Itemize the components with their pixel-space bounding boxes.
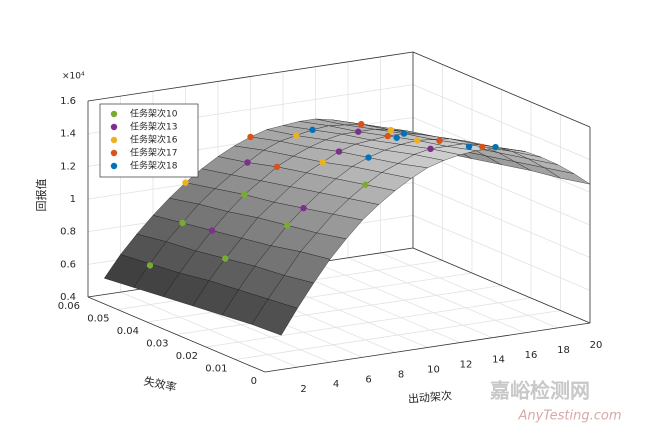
scatter-point xyxy=(222,255,229,262)
scatter-point xyxy=(362,181,369,188)
scatter-point xyxy=(273,163,281,171)
scatter-point xyxy=(319,158,326,166)
z-tick-label: 0.8 xyxy=(60,227,76,238)
x-tick-label: 6 xyxy=(365,374,371,385)
z-tick-label: 0.6 xyxy=(60,259,76,270)
scatter-point xyxy=(293,132,300,139)
scatter-point xyxy=(400,130,408,137)
axis-line xyxy=(412,247,591,324)
scatter-point xyxy=(479,143,486,151)
x-tick-label: 8 xyxy=(398,369,404,380)
z-tick-label: 1.6 xyxy=(60,96,76,107)
legend-marker xyxy=(110,149,118,157)
surface xyxy=(103,118,591,336)
z-tick-label: 0.4 xyxy=(60,292,76,303)
axis-line xyxy=(87,51,414,102)
legend-label: 任务架次13 xyxy=(130,121,177,133)
x-tick-label: 4 xyxy=(333,379,339,390)
y-tick-label: 0.01 xyxy=(205,364,227,375)
z-axis-label: 回报值 xyxy=(34,179,48,212)
y-tick-label: 0 xyxy=(251,376,257,387)
scatter-point xyxy=(492,143,499,151)
legend-marker xyxy=(110,110,118,118)
scatter-point xyxy=(208,227,216,234)
y-tick-label: 0.06 xyxy=(58,301,80,312)
x-tick-label: 20 xyxy=(590,340,603,351)
grid-line xyxy=(205,297,532,348)
legend-label: 任务架次10 xyxy=(130,108,178,120)
legend-label: 任务架次16 xyxy=(130,134,178,146)
x-tick-label: 10 xyxy=(427,365,440,376)
surface-patch xyxy=(251,298,298,336)
scatter-point xyxy=(179,219,186,227)
scatter-point xyxy=(244,159,251,166)
scatter-point xyxy=(414,137,421,144)
scatter-point xyxy=(436,137,443,144)
grid-line xyxy=(412,84,591,161)
legend-label: 任务架次18 xyxy=(130,160,178,172)
z-exponent-label: ×10⁴ xyxy=(62,72,85,82)
watermark-title: 嘉峪检测网 xyxy=(489,379,590,403)
y-axis-label: 失效率 xyxy=(143,374,178,395)
y-tick-label: 0.04 xyxy=(117,326,139,337)
x-tick-label: 12 xyxy=(460,360,473,371)
x-tick-label: 18 xyxy=(557,345,570,356)
scatter-point xyxy=(309,126,316,134)
legend-marker xyxy=(110,162,118,170)
legend-marker xyxy=(110,136,118,144)
scatter-point xyxy=(358,120,365,128)
axis-line xyxy=(87,296,266,373)
z-tick-label: 1.2 xyxy=(60,161,76,172)
grid-line xyxy=(412,214,591,291)
scatter-point xyxy=(247,133,254,141)
y-tick-label: 0.05 xyxy=(87,314,109,325)
scatter-point xyxy=(355,128,362,135)
scatter-point xyxy=(146,262,154,269)
scatter-point xyxy=(465,143,473,150)
scatter-point xyxy=(384,132,391,140)
scatter-point xyxy=(284,222,291,229)
y-tick-label: 0.03 xyxy=(146,339,168,350)
axis-line xyxy=(412,51,591,128)
grid-line xyxy=(146,272,473,323)
scatter-point xyxy=(365,154,372,161)
grid-line xyxy=(235,310,561,360)
grid-line xyxy=(412,149,591,226)
scatter-point xyxy=(387,126,394,134)
x-axis-label: 出动架次 xyxy=(407,388,452,406)
z-tick-label: 1.4 xyxy=(60,129,76,140)
legend-marker xyxy=(110,123,118,131)
x-tick-label: 2 xyxy=(300,384,306,395)
watermark-url: AnyTesting.com xyxy=(517,409,621,424)
y-tick-label: 0.02 xyxy=(176,351,198,362)
legend-label: 任务架次17 xyxy=(130,147,177,159)
grid-line xyxy=(412,182,591,259)
scatter-point xyxy=(427,145,434,152)
scatter-point xyxy=(393,134,400,141)
scatter-point xyxy=(335,148,343,155)
x-tick-label: 14 xyxy=(492,355,505,366)
x-tick-label: 16 xyxy=(525,350,538,361)
z-tick-label: 1 xyxy=(70,194,76,205)
axis-line xyxy=(264,322,591,373)
scatter-point xyxy=(241,191,248,198)
scatter-point xyxy=(182,179,189,186)
scatter-point xyxy=(300,204,307,212)
grid-line xyxy=(176,285,502,335)
